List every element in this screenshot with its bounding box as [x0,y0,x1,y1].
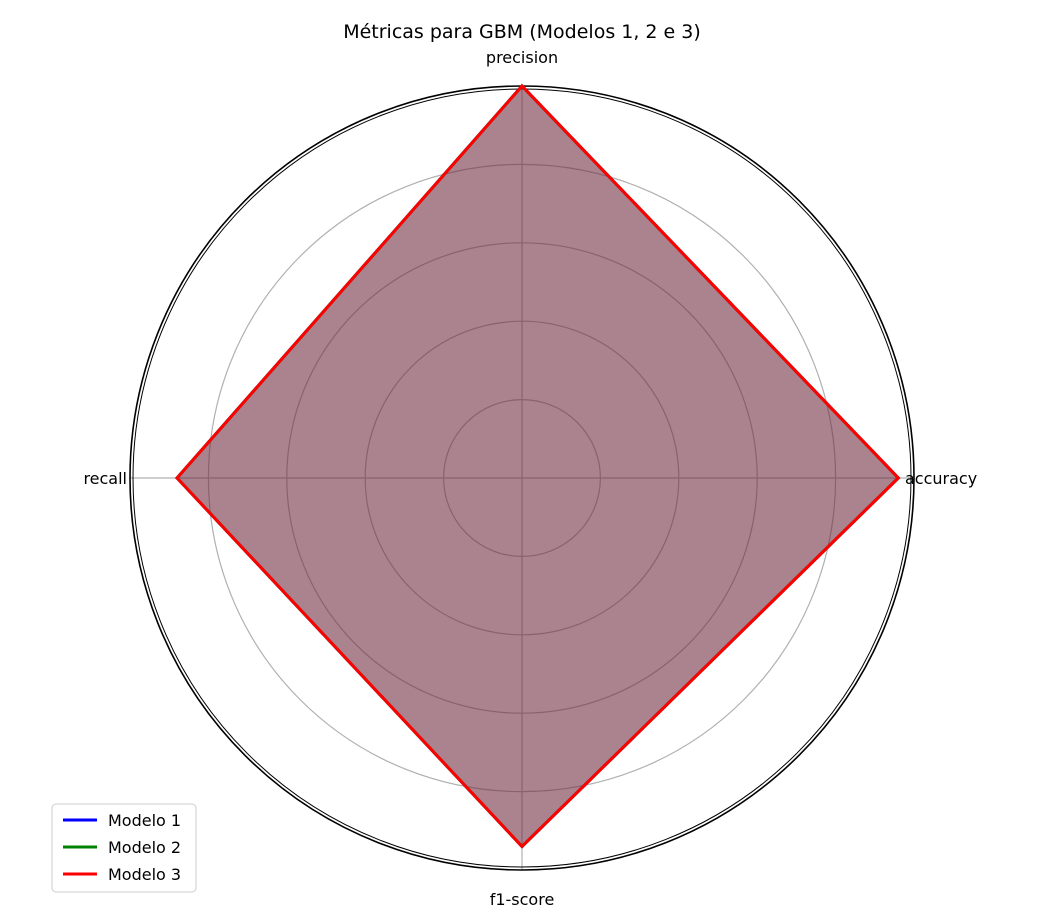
series-fill-modelo-2 [177,86,899,847]
legend-label-modelo-3: Modelo 3 [108,865,181,884]
series-fill-modelo-3 [177,86,899,847]
series-layer [175,83,901,849]
legend-label-modelo-2: Modelo 2 [108,838,181,857]
axis-label-f1-score: f1-score [490,890,555,909]
axis-labels: accuracy precision recall f1-score [83,48,977,909]
legend-box [51,803,197,893]
chart-title: Métricas para GBM (Modelos 1, 2 e 3) [343,21,701,43]
legend: Modelo 1 Modelo 2 Modelo 3 [51,803,197,893]
series-line-modelo-3 [175,83,901,849]
axis-label-precision: precision [486,48,558,67]
axis-label-recall: recall [83,469,127,488]
legend-label-modelo-1: Modelo 1 [108,811,181,830]
outer-ring-inner [132,88,912,868]
axis-label-accuracy: accuracy [905,469,977,488]
series-fill-modelo-1 [177,86,899,847]
